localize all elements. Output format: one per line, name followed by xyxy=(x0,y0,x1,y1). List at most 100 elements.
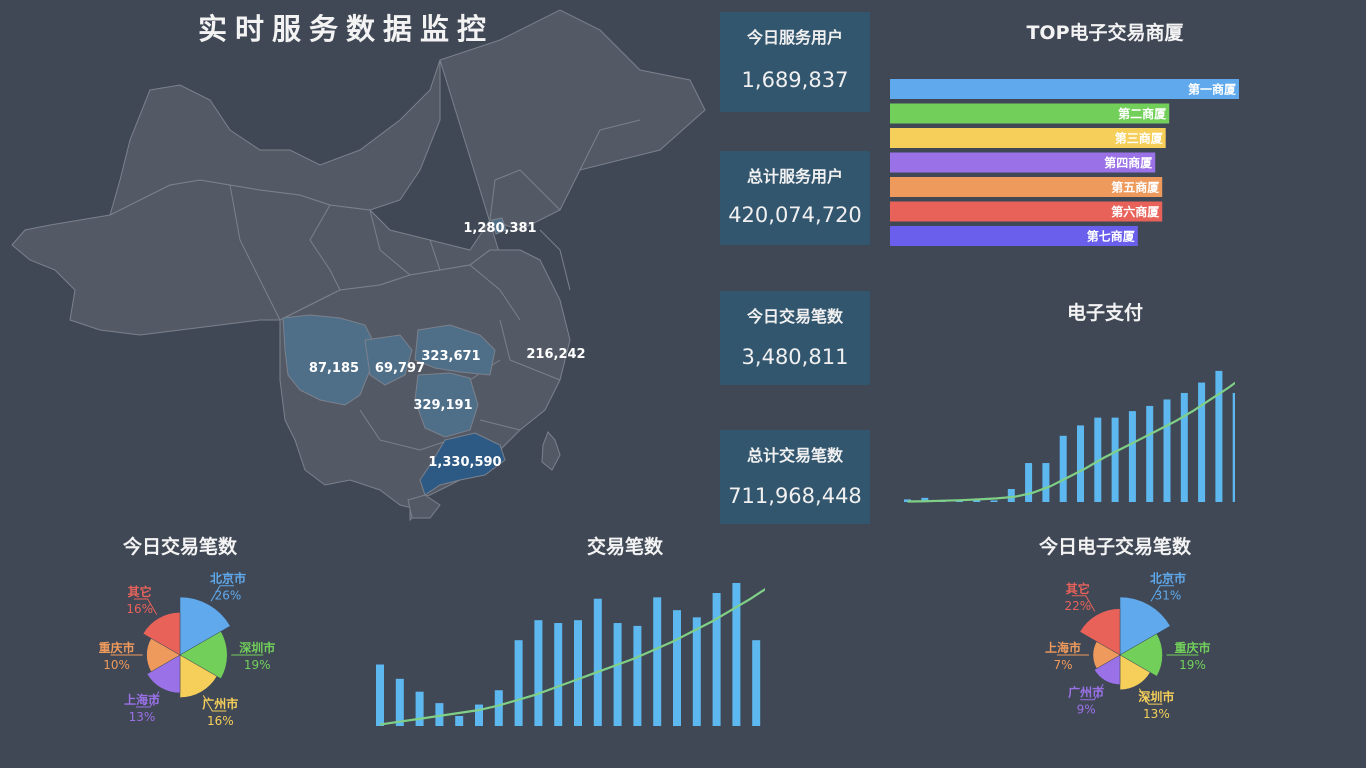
trend-line xyxy=(907,381,1235,503)
stat-total-transactions: 总计交易笔数 711,968,448 xyxy=(720,430,870,524)
pie-leader xyxy=(210,585,234,602)
pie-slice xyxy=(179,631,228,679)
bar xyxy=(692,617,701,726)
mall-bar-label: 第三商厦 xyxy=(1115,131,1164,146)
bar xyxy=(395,678,404,726)
bar xyxy=(633,625,642,726)
bar xyxy=(613,623,622,726)
stat-today-transactions: 今日交易笔数 3,480,811 xyxy=(720,291,870,385)
pie-percent: 16% xyxy=(126,602,153,616)
pie-name: 上海市 xyxy=(124,692,160,707)
bar xyxy=(1163,399,1171,502)
bar xyxy=(752,640,761,726)
stat-value: 420,074,720 xyxy=(728,203,862,227)
china-map: 1,280,381 87,185 69,797 323,671 216,242 … xyxy=(11,9,706,522)
page-title: 实时服务数据监控 xyxy=(198,12,495,46)
pie-percent: 7% xyxy=(1053,658,1072,672)
bar xyxy=(1111,417,1119,502)
map-region-hunan xyxy=(414,372,479,438)
pie2-title: 今日电子交易笔数 xyxy=(1038,536,1191,558)
bar xyxy=(494,690,503,726)
stat-value: 3,480,811 xyxy=(741,345,849,369)
bar xyxy=(415,691,424,726)
bar xyxy=(455,715,464,726)
pie-name: 广州市 xyxy=(202,696,238,711)
pie1-chart: 北京市 26% 深圳市 19% 广州市 16% 上海市 13% 重庆市 10% 其它 16% xyxy=(99,571,276,728)
pie-name: 其它 xyxy=(1066,581,1090,596)
pie-name: 北京市 xyxy=(1150,571,1186,586)
bar xyxy=(534,620,543,726)
bar xyxy=(712,593,721,726)
mall-bar-label: 第五商厦 xyxy=(1111,180,1160,195)
pie-name: 北京市 xyxy=(210,571,246,586)
bar xyxy=(653,597,662,726)
pie-leader xyxy=(1071,595,1096,612)
pie-percent: 9% xyxy=(1077,703,1096,717)
mall-bar-label: 第一商厦 xyxy=(1188,82,1237,97)
bar2-title: 交易笔数 xyxy=(586,536,663,558)
bar xyxy=(435,703,444,726)
bar xyxy=(1198,382,1206,502)
pie-slice xyxy=(1094,654,1121,685)
pie-slice xyxy=(179,596,231,656)
map-value-labels: 1,280,381 87,185 69,797 323,671 216,242 … xyxy=(309,221,586,470)
pie-slice xyxy=(146,654,181,694)
bar xyxy=(1128,411,1136,502)
mall-bar xyxy=(890,226,1138,246)
pie-slice xyxy=(1119,596,1171,656)
bar xyxy=(1215,370,1223,502)
mall-bar xyxy=(890,103,1170,124)
map-region-hubei xyxy=(414,324,496,376)
map-region-beijing xyxy=(491,217,507,235)
pie-percent: 16% xyxy=(207,714,234,728)
mall-bar xyxy=(890,128,1166,148)
bar xyxy=(1025,463,1033,502)
mall-bar xyxy=(890,152,1156,173)
bar xyxy=(673,610,681,726)
pie-slice xyxy=(1079,608,1121,656)
bar xyxy=(1094,417,1102,502)
map-label: 69,797 xyxy=(375,361,425,376)
map-region-sichuan xyxy=(282,314,376,406)
map-region-hainan xyxy=(407,494,441,519)
pie-percent: 13% xyxy=(129,710,156,724)
map-label: 323,671 xyxy=(421,349,480,364)
pie-slice xyxy=(142,612,181,656)
bar xyxy=(1180,392,1188,502)
pie-percent: 19% xyxy=(1179,658,1206,672)
pie-percent: 22% xyxy=(1064,599,1091,613)
bar xyxy=(514,640,523,726)
pie-name: 重庆市 xyxy=(99,640,135,655)
pie-slice xyxy=(1119,654,1151,691)
bar xyxy=(554,623,563,726)
pie-name: 其它 xyxy=(128,584,152,599)
bar xyxy=(973,500,981,502)
pie-percent: 19% xyxy=(244,658,271,672)
pie-leader xyxy=(133,598,158,615)
map-region-chongqing xyxy=(364,334,413,386)
bar xyxy=(1077,425,1084,502)
stat-value: 711,968,448 xyxy=(728,484,862,508)
map-region-taiwan xyxy=(541,431,561,471)
pie-slice xyxy=(179,654,218,698)
bar xyxy=(921,497,929,502)
pie-leader xyxy=(1150,585,1174,602)
bar xyxy=(376,664,384,726)
transactions-chart xyxy=(376,583,765,726)
pie-percent: 10% xyxy=(103,658,130,672)
pie-name: 深圳市 xyxy=(1138,689,1174,704)
bar xyxy=(475,704,483,726)
pie2-chart: 北京市 31% 重庆市 19% 深圳市 13% 广州市 9% 上海市 7% 其它 22% xyxy=(1045,571,1211,721)
bar xyxy=(574,620,582,726)
pie-slice xyxy=(1119,633,1163,677)
map-region-northwest xyxy=(109,59,441,216)
pie-leader xyxy=(202,695,227,712)
map-label: 1,280,381 xyxy=(463,221,536,236)
top-malls-title: TOP电子交易商厦 xyxy=(1026,22,1184,44)
pie-percent: 13% xyxy=(1143,707,1170,721)
pie-leader xyxy=(1080,683,1104,701)
map-highlights xyxy=(282,217,507,496)
bar xyxy=(732,583,741,726)
mall-bar-label: 第六商厦 xyxy=(1111,204,1160,219)
